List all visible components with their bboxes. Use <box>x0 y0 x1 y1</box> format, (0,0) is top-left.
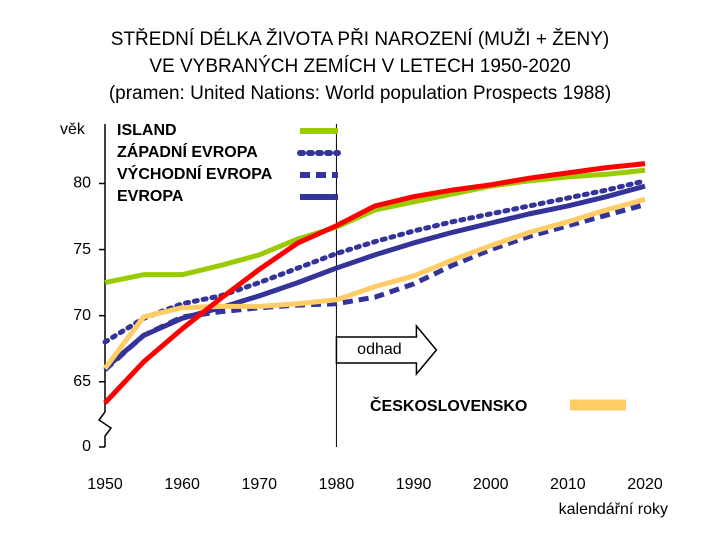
x-tick-label: 2010 <box>550 476 586 493</box>
series-line <box>103 183 646 371</box>
x-axis-label: kalendářní roky <box>559 501 668 518</box>
series-line <box>103 202 646 372</box>
x-tick-label: 2020 <box>627 476 663 493</box>
legend-label: ČESKOSLOVENSKO <box>370 396 527 415</box>
chart-title: (pramen: United Nations: World populatio… <box>109 83 611 104</box>
series-line <box>104 167 646 286</box>
x-tick-label: 1970 <box>241 476 277 493</box>
series-line <box>102 178 648 345</box>
x-tick-label: 2000 <box>473 476 509 493</box>
legend-bg <box>114 187 294 208</box>
y-tick-label: 0 <box>82 438 91 455</box>
x-tick-label: 1950 <box>87 476 123 493</box>
y-axis-label: věk <box>60 121 86 138</box>
x-tick-label: 1990 <box>396 476 432 493</box>
y-tick-label: 70 <box>73 307 91 324</box>
annotation: odhad <box>357 341 402 358</box>
x-tick-label: 1980 <box>319 476 355 493</box>
legend-label: EVROPA <box>117 188 184 205</box>
x-tick-label: 1960 <box>164 476 200 493</box>
estimate-arrow <box>335 323 438 377</box>
axis-break <box>97 411 113 447</box>
legend-bg <box>114 143 294 164</box>
series-line <box>103 161 646 405</box>
legend-label: ZÁPADNÍ EVROPA <box>117 142 258 161</box>
y-tick-label: 75 <box>73 241 91 258</box>
series-line <box>102 196 646 371</box>
y-tick-label: 65 <box>73 373 91 390</box>
legend-label: ISLAND <box>117 122 177 139</box>
chart-title: VE VYBRANÝCH ZEMÍCH V LETECH 1950-2020 <box>149 56 570 77</box>
legend-label: VÝCHODNÍ EVROPA <box>117 164 273 183</box>
y-tick-label: 80 <box>73 175 91 192</box>
legend-bg <box>114 121 294 142</box>
legend-bg <box>114 165 294 186</box>
chart-title: STŘEDNÍ DÉLKA ŽIVOTA PŘI NAROZENÍ (MUŽI … <box>111 28 609 50</box>
